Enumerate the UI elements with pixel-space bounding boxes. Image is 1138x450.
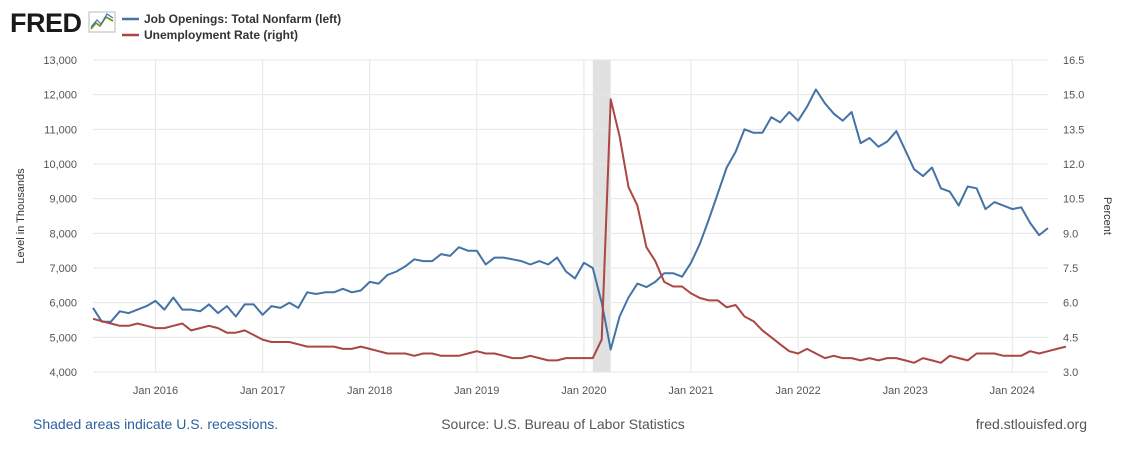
right-tick-label: 13.5 [1063, 124, 1084, 136]
right-axis: 3.0 4.5 6.0 7.5 9.0 10.5 12.0 13.5 15.0 16.5 [1063, 55, 1084, 379]
legend-label-job-openings[interactable]: Job Openings: Total Nonfarm (left) [144, 12, 341, 26]
right-tick-label: 15.0 [1063, 90, 1084, 102]
left-tick-label: 5,000 [49, 332, 77, 344]
legend: Job Openings: Total Nonfarm (left) Unemp… [122, 12, 341, 42]
x-axis: Jan 2016 Jan 2017 Jan 2018 Jan 2019 Jan 2020… [133, 385, 1035, 397]
legend-label-unemployment[interactable]: Unemployment Rate (right) [144, 28, 298, 42]
right-tick-label: 10.5 [1063, 194, 1084, 206]
left-tick-label: 7,000 [49, 263, 77, 275]
series-layer[interactable] [92, 88, 1067, 364]
left-tick-label: 13,000 [43, 55, 77, 67]
left-axis: 4,000 5,000 6,000 7,000 8,000 9,000 10,000 11,0… [43, 55, 77, 379]
right-tick-label: 16.5 [1063, 55, 1084, 67]
left-tick-label: 6,000 [49, 298, 77, 310]
right-tick-label: 4.5 [1063, 332, 1078, 344]
series-line-unemployment-rate[interactable] [92, 98, 1067, 364]
left-tick-label: 9,000 [49, 194, 77, 206]
chart-trend-icon [88, 11, 116, 33]
right-tick-label: 7.5 [1063, 263, 1078, 275]
left-axis-title: Level in Thousands [15, 168, 27, 264]
x-tick-label: Jan 2024 [990, 385, 1035, 397]
series-line-job-openings[interactable] [92, 88, 1049, 351]
right-axis-title: Percent [1101, 197, 1113, 235]
recession-band [592, 60, 611, 372]
x-tick-label: Jan 2023 [883, 385, 928, 397]
x-tick-label: Jan 2017 [240, 385, 285, 397]
left-tick-label: 4,000 [49, 367, 77, 379]
recession-layer [592, 60, 611, 372]
right-tick-label: 9.0 [1063, 228, 1078, 240]
x-tick-label: Jan 2020 [561, 385, 606, 397]
x-tick-label: Jan 2018 [347, 385, 392, 397]
x-tick-label: Jan 2016 [133, 385, 178, 397]
left-tick-label: 10,000 [43, 159, 77, 171]
right-tick-label: 12.0 [1063, 159, 1084, 171]
left-tick-label: 12,000 [43, 90, 77, 102]
x-tick-label: Jan 2019 [454, 385, 499, 397]
right-tick-label: 6.0 [1063, 298, 1078, 310]
fred-logo[interactable]: FRED [10, 8, 82, 38]
right-tick-label: 3.0 [1063, 367, 1078, 379]
recession-note-link[interactable]: Shaded areas indicate U.S. recessions. [33, 416, 278, 432]
left-tick-label: 11,000 [44, 124, 77, 136]
x-tick-label: Jan 2022 [775, 385, 820, 397]
source-text: Source: U.S. Bureau of Labor Statistics [441, 416, 685, 432]
gridlines [93, 59, 1048, 373]
x-tick-label: Jan 2021 [668, 385, 713, 397]
left-tick-label: 8,000 [49, 228, 77, 240]
site-link[interactable]: fred.stlouisfed.org [976, 416, 1087, 432]
